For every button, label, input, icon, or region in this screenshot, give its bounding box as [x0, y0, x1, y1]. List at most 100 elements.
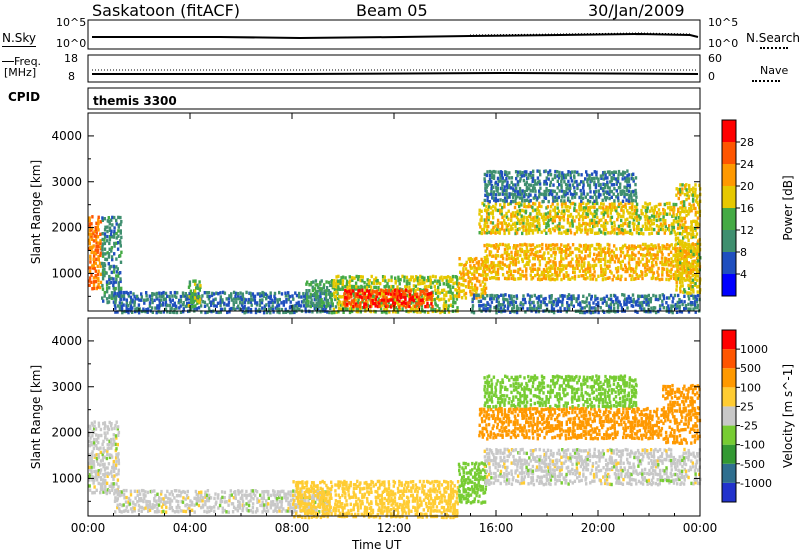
data-pixel-0-7	[464, 267, 468, 271]
data-pixel-1-0	[95, 456, 99, 461]
data-pixel-0-6	[347, 292, 351, 296]
data-pixel-0-12	[681, 242, 684, 246]
data-pixel-0-10	[560, 231, 563, 235]
data-pixel-0-8	[550, 303, 554, 308]
data-pixel-1-0	[92, 441, 96, 445]
data-pixel-0-10	[535, 218, 538, 223]
data-pixel-0-8	[677, 293, 680, 298]
data-pixel-0-11	[503, 188, 506, 192]
data-pixel-0-9	[604, 256, 607, 260]
data-pixel-0-11	[508, 192, 511, 196]
data-pixel-0-2	[182, 310, 185, 314]
data-pixel-0-6	[356, 304, 359, 308]
data-pixel-0-5	[330, 311, 334, 315]
data-pixel-0-8	[687, 297, 691, 301]
data-pixel-0-10	[575, 209, 578, 213]
data-pixel-1-1	[287, 506, 290, 511]
data-pixel-0-8	[647, 297, 650, 302]
data-pixel-0-9	[549, 266, 553, 270]
data-pixel-0-10	[584, 230, 587, 234]
data-pixel-0-10	[540, 204, 543, 209]
data-pixel-0-5	[340, 303, 343, 307]
data-pixel-0-8	[601, 297, 605, 301]
data-pixel-0-10	[619, 223, 623, 228]
data-pixel-0-12	[677, 191, 680, 195]
data-pixel-0-10	[627, 222, 630, 226]
data-pixel-0-2	[241, 294, 245, 298]
data-pixel-0-1	[101, 287, 105, 291]
data-pixel-0-10	[635, 224, 639, 229]
data-pixel-0-11	[620, 192, 623, 196]
data-pixel-0-9	[534, 250, 537, 255]
data-pixel-0-11	[488, 173, 491, 178]
data-pixel-0-11	[483, 172, 487, 177]
data-pixel-0-11	[593, 182, 596, 187]
data-pixel-0-10	[606, 231, 610, 235]
data-pixel-0-2	[132, 292, 135, 296]
data-pixel-0-2	[262, 311, 266, 315]
data-pixel-0-6	[363, 291, 366, 296]
data-pixel-0-2	[162, 297, 166, 302]
data-pixel-0-6	[378, 292, 381, 296]
data-pixel-0-11	[564, 173, 567, 178]
data-pixel-0-8	[539, 300, 542, 304]
data-pixel-0-8	[502, 297, 505, 301]
data-pixel-0-12	[691, 278, 694, 282]
data-pixel-0-11	[486, 170, 489, 174]
data-pixel-0-2	[298, 291, 301, 296]
data-pixel-1-2	[299, 487, 302, 491]
data-pixel-0-4	[309, 292, 312, 297]
data-pixel-1-0	[92, 463, 96, 467]
data-pixel-0-9	[485, 277, 488, 282]
data-pixel-0-10	[536, 230, 540, 234]
data-pixel-0-10	[663, 202, 666, 207]
data-pixel-0-12	[685, 242, 688, 246]
data-pixel-1-1	[145, 499, 148, 504]
data-pixel-1-1	[166, 489, 169, 494]
data-pixel-0-10	[550, 218, 553, 222]
data-pixel-1-0	[106, 474, 109, 478]
data-pixel-0-7	[464, 291, 468, 296]
data-pixel-0-12	[696, 285, 699, 289]
data-pixel-0-9	[661, 246, 664, 251]
data-pixel-0-8	[557, 297, 560, 301]
data-pixel-0-12	[675, 264, 678, 268]
data-pixel-0-9	[604, 260, 607, 264]
data-pixel-0-5	[425, 284, 428, 289]
data-pixel-0-10	[503, 202, 506, 206]
data-pixel-0-10	[496, 218, 500, 223]
data-pixel-0-1	[113, 252, 116, 256]
data-pixel-0-2	[270, 306, 273, 311]
data-pixel-0-9	[599, 257, 602, 262]
data-pixel-0-8	[503, 304, 507, 308]
data-pixel-1-1	[142, 507, 146, 511]
data-pixel-0-11	[632, 198, 635, 203]
data-pixel-0-7	[462, 283, 465, 287]
data-pixel-0-5	[354, 281, 358, 285]
data-pixel-0-5	[359, 275, 363, 279]
data-pixel-0-8	[585, 296, 589, 300]
data-pixel-1-1	[147, 500, 150, 504]
data-pixel-1-1	[223, 508, 226, 513]
data-pixel-0-10	[571, 215, 575, 219]
data-pixel-0-8	[613, 306, 616, 311]
data-pixel-0-10	[538, 221, 541, 225]
data-pixel-0-9	[509, 269, 513, 274]
data-pixel-1-1	[118, 493, 121, 498]
data-pixel-0-9	[619, 254, 622, 258]
data-pixel-0-4	[329, 283, 332, 288]
data-pixel-0-9	[603, 263, 607, 267]
data-pixel-0-10	[544, 212, 548, 216]
data-pixel-0-8	[537, 309, 541, 314]
data-pixel-0-5	[396, 310, 400, 314]
data-pixel-0-11	[490, 172, 494, 176]
data-pixel-1-1	[154, 493, 157, 498]
data-pixel-0-2	[297, 295, 301, 299]
data-pixel-0-12	[698, 245, 701, 249]
data-pixel-1-0	[93, 478, 96, 482]
data-pixel-0-9	[543, 251, 546, 255]
data-pixel-0-9	[562, 249, 566, 253]
data-pixel-0-12	[679, 183, 682, 187]
data-pixel-0-8	[596, 296, 599, 301]
data-pixel-0-10	[478, 231, 481, 235]
